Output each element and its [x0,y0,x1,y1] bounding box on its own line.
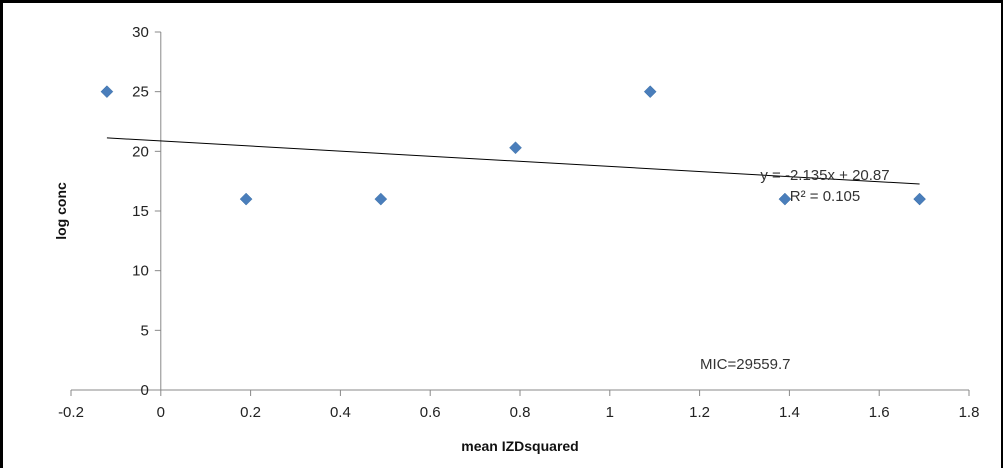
x-tick-label: 0.8 [510,404,531,421]
x-tick-label: 1 [606,404,614,421]
data-point [239,192,253,206]
mic-annotation: MIC=29559.7 [700,356,790,373]
y-tick-label: 0 [140,382,148,399]
trendline-group [106,137,920,185]
x-tick-label: 0.4 [330,404,351,421]
data-point [374,192,388,206]
y-tick-label: 25 [132,84,149,101]
y-tick-label: 15 [132,203,149,220]
data-point [509,141,522,155]
x-tick-label: 0.2 [240,404,261,421]
r-squared-label: R² = 0.105 [790,188,860,205]
y-tick-label: 30 [132,24,149,41]
x-axis-title: mean IZDsquared [461,438,578,454]
x-tick-label: 1.8 [959,404,980,421]
data-point [643,85,657,99]
x-tick-label: 1.6 [869,404,890,421]
y-tick-label: 20 [132,143,149,160]
x-tick-label: 1.4 [779,404,800,421]
data-point [100,85,114,99]
x-tick-label: 0.6 [420,404,441,421]
trendline-equation: y = -2.135x + 20.87 [760,167,889,184]
x-tick-label: 0 [157,404,165,421]
markers-group [100,85,926,206]
y-tick-label: 10 [132,263,149,280]
x-tick-label: 1.2 [689,404,710,421]
data-point [913,192,926,206]
data-point [778,192,792,206]
scatter-chart: 0 5 10 15 20 25 30 -0.2 0 0.2 0.4 0.6 0.8 1 1.2 1.4 1.6 1… [53,24,979,454]
y-axis-title: log conc [53,182,69,240]
axes: 0 5 10 15 20 25 30 -0.2 0 0.2 0.4 0.6 0.8 1 1.2 1.4 1.6 1… [58,24,979,421]
x-tick-label: -0.2 [58,404,84,421]
trendline [106,137,920,185]
y-tick-label: 5 [140,322,148,339]
